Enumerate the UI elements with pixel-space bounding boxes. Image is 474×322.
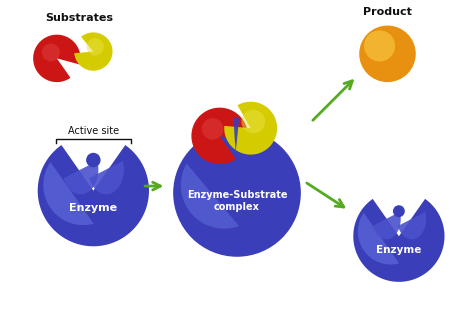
Polygon shape <box>233 118 239 153</box>
Polygon shape <box>64 161 99 194</box>
Circle shape <box>202 118 223 140</box>
Text: Enzyme: Enzyme <box>376 245 421 255</box>
Polygon shape <box>353 199 445 282</box>
Circle shape <box>173 129 301 257</box>
Text: Substrates: Substrates <box>46 13 114 23</box>
Circle shape <box>359 25 416 82</box>
Polygon shape <box>43 162 94 225</box>
Polygon shape <box>74 33 112 71</box>
Text: Enzyme: Enzyme <box>69 203 118 213</box>
Text: Product: Product <box>363 7 412 17</box>
Circle shape <box>86 153 100 167</box>
Polygon shape <box>358 213 399 264</box>
Circle shape <box>241 110 265 133</box>
Polygon shape <box>398 212 426 239</box>
Circle shape <box>87 38 104 55</box>
Polygon shape <box>224 102 277 155</box>
Text: Active site: Active site <box>68 126 119 136</box>
Circle shape <box>393 205 405 217</box>
Polygon shape <box>191 108 248 164</box>
Polygon shape <box>90 161 124 194</box>
Polygon shape <box>33 35 81 82</box>
Circle shape <box>364 30 395 62</box>
Polygon shape <box>373 212 401 239</box>
Circle shape <box>42 43 60 62</box>
Polygon shape <box>181 164 239 229</box>
Text: Enzyme-Substrate
complex: Enzyme-Substrate complex <box>187 190 287 212</box>
Polygon shape <box>38 145 149 246</box>
